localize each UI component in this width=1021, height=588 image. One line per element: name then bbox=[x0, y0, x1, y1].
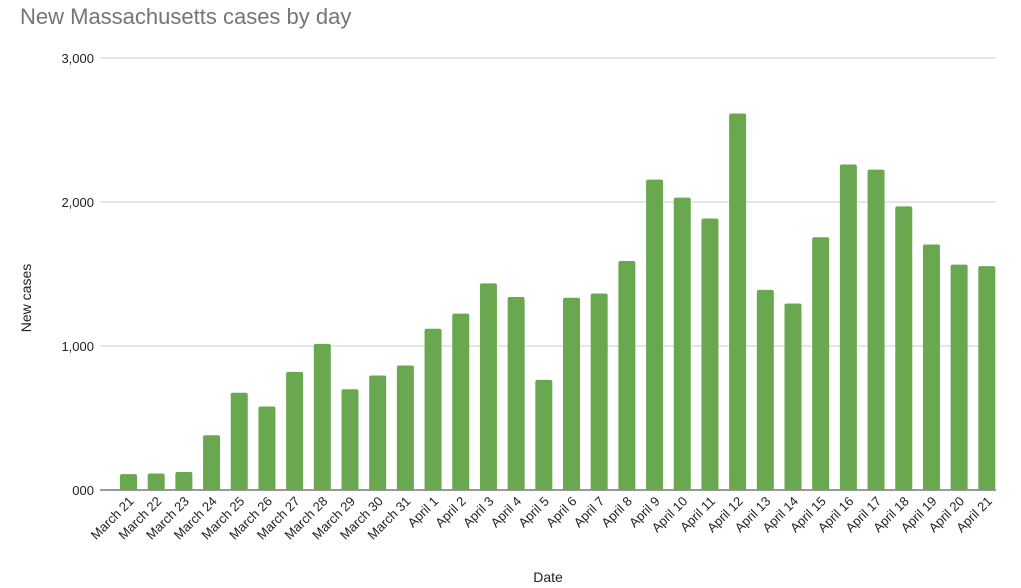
bar bbox=[313, 343, 331, 490]
bar bbox=[590, 293, 608, 490]
bar bbox=[452, 313, 470, 490]
bar bbox=[341, 389, 359, 490]
bar bbox=[729, 113, 747, 490]
bar bbox=[120, 474, 137, 490]
x-tick-label: April 8 bbox=[598, 494, 635, 531]
chart-title: New Massachusetts cases by day bbox=[20, 4, 352, 29]
bar bbox=[812, 237, 830, 490]
bars bbox=[120, 113, 996, 490]
y-tick-label: 000 bbox=[72, 483, 94, 498]
x-tick-label: April 1 bbox=[405, 494, 442, 531]
bar bbox=[175, 472, 193, 490]
x-tick-label: April 6 bbox=[543, 494, 580, 531]
bar bbox=[839, 164, 857, 490]
y-tick-label: 2,000 bbox=[61, 195, 94, 210]
bar bbox=[507, 297, 525, 490]
x-tick-label: April 2 bbox=[432, 494, 469, 531]
bar bbox=[535, 379, 553, 490]
bar bbox=[563, 297, 580, 490]
x-tick-label: April 3 bbox=[460, 494, 497, 531]
y-tick-label: 3,000 bbox=[61, 51, 94, 66]
x-tick-label: April 7 bbox=[571, 494, 608, 531]
bar bbox=[147, 473, 165, 490]
bar bbox=[673, 197, 691, 490]
bar bbox=[286, 371, 304, 490]
bar bbox=[258, 406, 276, 490]
bar bbox=[701, 218, 719, 490]
bar bbox=[646, 179, 664, 490]
bar bbox=[950, 264, 968, 490]
y-axis-label: New cases bbox=[18, 264, 34, 332]
bar bbox=[867, 169, 885, 490]
bar bbox=[895, 206, 913, 490]
bar bbox=[230, 392, 248, 490]
bar bbox=[369, 375, 387, 490]
bar bbox=[479, 283, 497, 490]
bar bbox=[424, 328, 442, 490]
x-tick-label: April 5 bbox=[515, 494, 552, 531]
x-axis-label: Date bbox=[533, 569, 563, 585]
bar bbox=[396, 365, 414, 490]
y-axis-ticks: 000 1,000 2,000 3,000 bbox=[61, 51, 94, 498]
bar bbox=[922, 244, 940, 490]
bar bbox=[618, 261, 636, 490]
bar bbox=[978, 266, 996, 490]
bar bbox=[203, 435, 221, 490]
y-tick-label: 1,000 bbox=[61, 339, 94, 354]
x-tick-label: April 4 bbox=[488, 494, 525, 531]
bar bbox=[784, 303, 802, 490]
bar bbox=[756, 289, 774, 490]
